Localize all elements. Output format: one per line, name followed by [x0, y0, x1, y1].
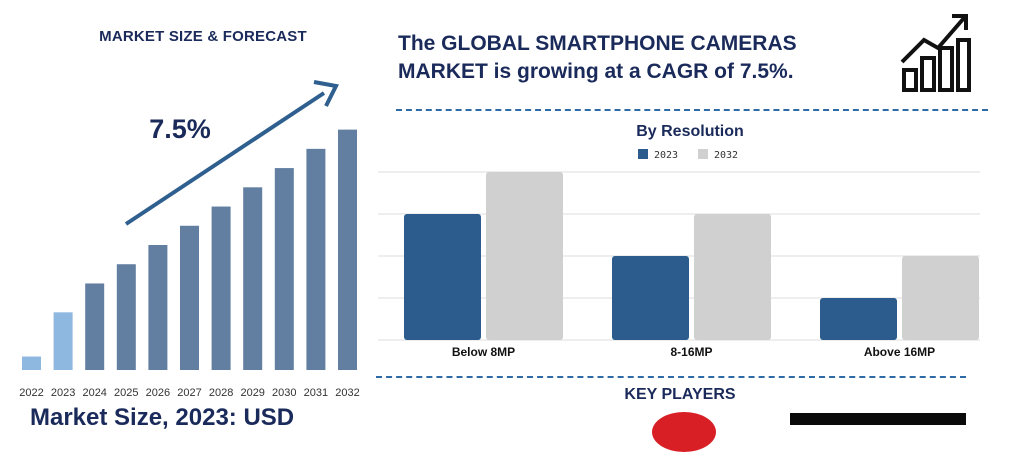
x-tick-label: 2027	[177, 387, 201, 399]
legend-swatch	[698, 149, 708, 159]
bar-2026	[148, 245, 168, 370]
section-divider	[376, 376, 966, 378]
x-tick-label: 2026	[146, 387, 170, 399]
bar-2031	[306, 148, 326, 370]
bar-2025	[116, 264, 136, 370]
resolution-chart-title: By Resolution	[636, 123, 744, 140]
bar-2032	[338, 129, 357, 370]
headline: The GLOBAL SMARTPHONE CAMERAS MARKET is …	[398, 32, 797, 83]
bar-2030	[274, 168, 294, 370]
bar-2028	[211, 206, 231, 370]
cagr-label: 7.5%	[149, 114, 211, 144]
section-divider	[396, 109, 988, 111]
x-tick-label: 2032	[335, 387, 359, 399]
category-label: Below 8MP	[452, 345, 515, 359]
bar-2029	[243, 187, 263, 370]
bar-chart-growth-icon	[900, 14, 971, 92]
bar-2027	[180, 225, 199, 370]
bar-Above 16MP-2023	[820, 298, 897, 340]
x-tick-label: 2028	[209, 387, 233, 399]
x-tick-label: 2029	[240, 387, 264, 399]
company-logo	[652, 412, 716, 452]
x-tick-label: 2023	[51, 387, 75, 399]
bar-Above 16MP-2032	[902, 256, 979, 340]
bar-Below 8MP-2023	[404, 214, 481, 340]
key-players-title: KEY PLAYERS	[624, 386, 736, 403]
category-label: Above 16MP	[864, 345, 935, 359]
market-size-forecast-title: MARKET SIZE & FORECAST	[99, 28, 307, 45]
growth-arrow-head	[313, 80, 339, 107]
bar-2023	[53, 312, 73, 370]
bar-8-16MP-2023	[612, 256, 689, 340]
market-size-chart: 2022 2023 2024 2025 2026 2027 2028 2029 2030 2031…	[19, 80, 360, 399]
market-size-text: Market Size, 2023: USD	[30, 404, 295, 431]
bar-Below 8MP-2032	[486, 172, 563, 340]
legend-swatch	[638, 149, 648, 159]
x-tick-label: 2025	[114, 387, 138, 399]
bar-8-16MP-2032	[694, 214, 771, 340]
resolution-chart: By Resolution 2023 2032 Below 8MP 8-16MP Ab…	[378, 123, 980, 359]
growth-arrow-line	[124, 91, 326, 226]
legend-label: 2032	[714, 150, 738, 161]
category-label: 8-16MP	[670, 345, 712, 359]
bar-2024	[85, 283, 105, 370]
x-tick-label: 2030	[272, 387, 296, 399]
bar-2022	[22, 356, 41, 370]
legend-label: 2023	[654, 150, 678, 161]
x-tick-label: 2022	[19, 387, 43, 399]
x-tick-label: 2031	[304, 387, 328, 399]
company-logo	[790, 413, 966, 425]
x-tick-label: 2024	[82, 387, 106, 399]
